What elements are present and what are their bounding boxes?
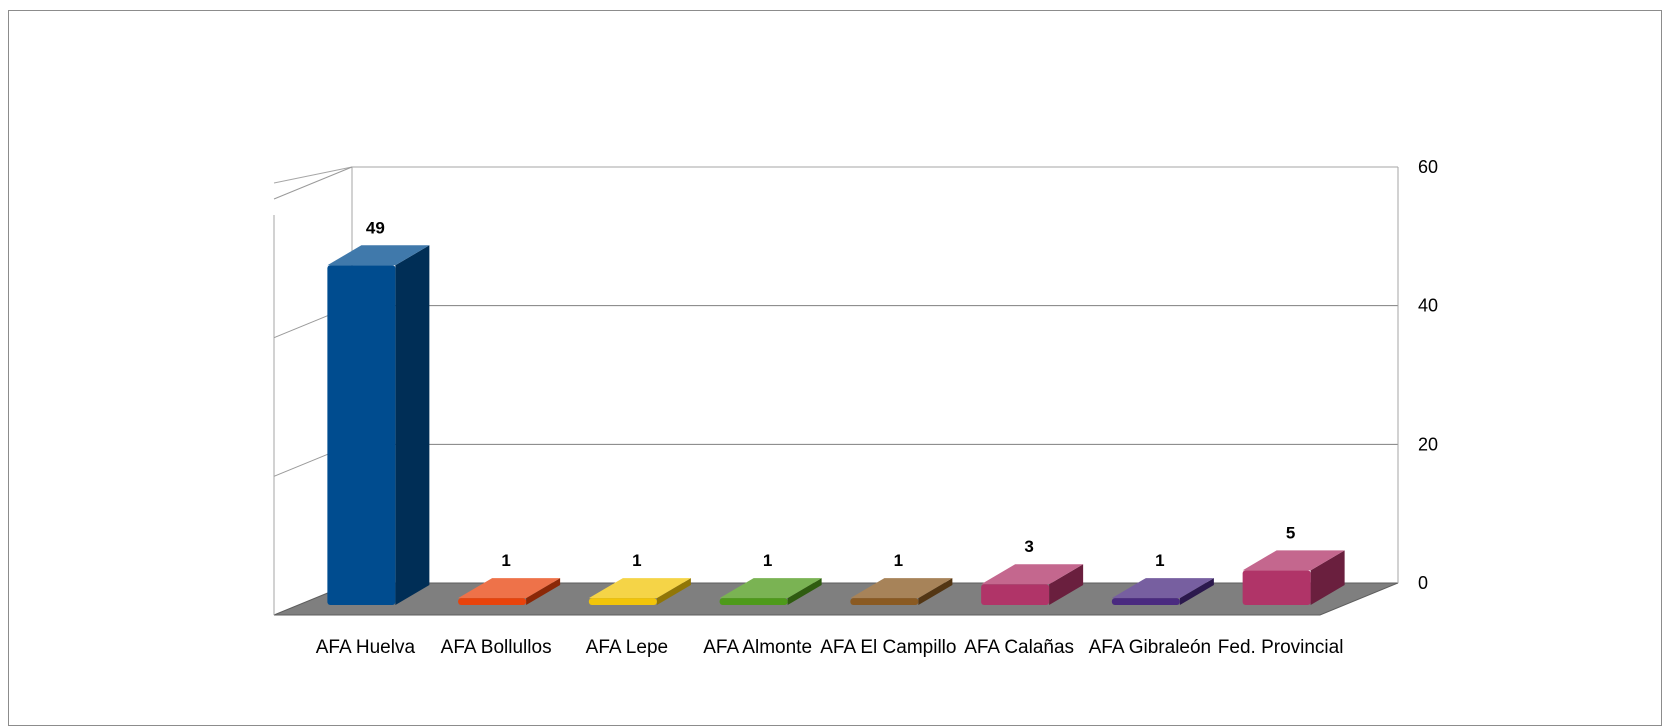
bar-front [1242,570,1311,605]
bar-side [526,578,561,605]
bar-side [1179,578,1214,605]
bar-7 [1242,550,1345,605]
y-tick-label: 0 [1418,573,1428,593]
bar-front [981,584,1050,605]
bar-3 [719,578,822,605]
bar-side [918,578,953,605]
bar-top [981,564,1084,585]
side-wall-top-edge [273,166,353,184]
bar-top [1111,578,1214,599]
y-tick-label: 20 [1418,434,1438,454]
side-gridline [273,166,353,200]
data-label: 1 [501,551,510,570]
bar-side [1049,564,1084,605]
bar-front [327,265,396,605]
bar-2 [588,578,691,605]
bar-front [458,598,527,605]
bar-series [327,245,1345,605]
bar-side [656,578,691,605]
bar-5 [981,564,1084,605]
y-tick-label: 60 [1418,157,1438,177]
bar-side [395,245,430,605]
x-tick-label: AFA El Campillo [820,637,956,658]
chart-back-wall [273,166,1399,616]
bar-front [719,598,788,605]
bar-side [1310,550,1345,605]
bar-front [1111,598,1180,605]
chart-floor [273,582,1399,616]
data-label: 1 [894,551,903,570]
data-label: 49 [366,218,385,237]
bar-6 [1111,578,1214,605]
bar-top [850,578,953,599]
x-tick-label: AFA Huelva [316,637,416,658]
bar-1 [458,578,561,605]
data-label: 1 [763,551,772,570]
bar-top [588,578,691,599]
chart-labels: 0 20 40 60 49 AFA Huelva 1 AFA Bollullos 1 AFA Le… [316,157,1438,658]
bar-side [787,578,822,605]
x-tick-label: AFA Bollullos [441,637,552,658]
x-tick-label: AFA Almonte [703,637,812,658]
bar-0 [327,245,430,605]
data-label: 5 [1286,523,1295,542]
data-label: 3 [1024,537,1033,556]
data-label: 1 [1155,551,1164,570]
x-tick-label: AFA Lepe [586,637,668,658]
bar-front [588,598,657,605]
bar-top [458,578,561,599]
data-label: 1 [632,551,641,570]
x-tick-label: AFA Calañas [964,637,1074,658]
bar-top [719,578,822,599]
y-tick-label: 40 [1418,296,1438,316]
x-tick-label: Fed. Provincial [1218,637,1344,658]
x-tick-label: AFA Gibraleón [1089,637,1212,658]
bar-4 [850,578,953,605]
bar-top [1242,550,1345,571]
bar-top [327,245,430,266]
bar-front [850,598,919,605]
